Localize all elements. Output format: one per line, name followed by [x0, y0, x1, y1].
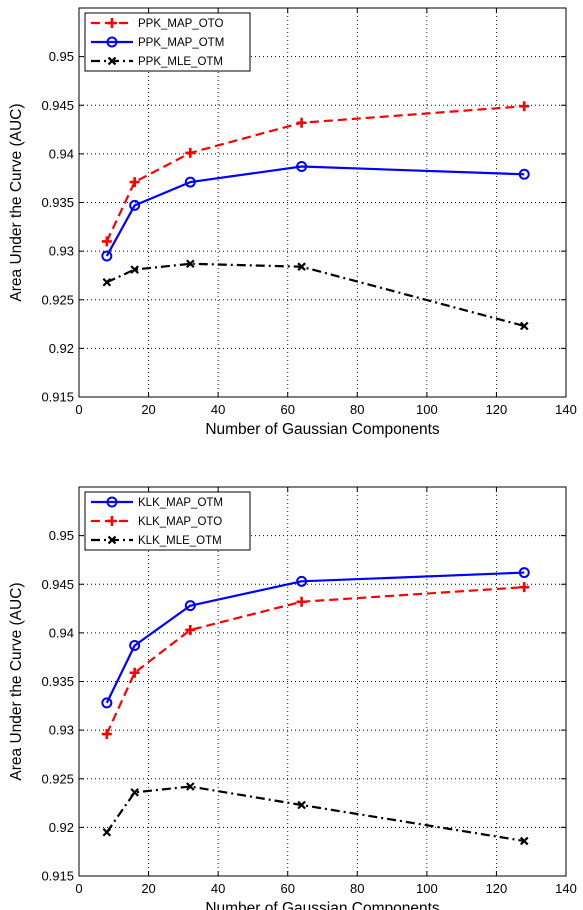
data-point	[519, 836, 529, 846]
data-point	[184, 176, 196, 188]
x-axis-title: Number of Gaussian Components	[205, 900, 440, 910]
chart-1: 0 20 40 60 80 100 120 140 0.915 0.92 0.925 0.93 0.93…	[8, 7, 577, 438]
y-tick-label: 0.94	[49, 146, 74, 161]
y-tick-label: 0.95	[49, 528, 74, 543]
data-point	[186, 782, 195, 791]
series-line	[105, 586, 525, 735]
y-tick-label: 0.935	[41, 674, 74, 689]
legend-marker	[107, 516, 117, 526]
ticks: 0 20 40 60 80 100 120 140 0.915 0.92 0.925 0.93 0.93…	[41, 8, 577, 417]
grid	[79, 487, 566, 876]
ticks: 0 20 40 60 80 100 120 140 0.915 0.92 0.925 0.93 0.93…	[41, 487, 577, 896]
data-point	[519, 101, 530, 112]
x-tick-label: 140	[555, 881, 577, 896]
legend: KLK_MAP_OTM KLK_MAP_OTO KLK_MLE_OTM	[84, 491, 251, 551]
x-tick-label: 60	[280, 881, 294, 896]
legend-marker	[107, 18, 117, 28]
data-point	[297, 800, 306, 810]
x-tick-label: 0	[75, 881, 82, 896]
y-tick-label: 0.92	[49, 341, 74, 356]
legend-marker	[107, 535, 117, 545]
series-line	[105, 105, 525, 242]
series-line	[106, 262, 525, 328]
data-point	[102, 827, 112, 837]
y-tick-label: 0.915	[41, 390, 74, 405]
data-point	[101, 729, 112, 740]
y-axis-title: Area Under the Curve (AUC)	[8, 582, 25, 780]
legend-label: KLK_MLE_OTM	[138, 535, 222, 547]
data-point	[130, 265, 139, 274]
x-tick-label: 120	[486, 402, 508, 417]
legend-marker	[107, 56, 117, 66]
x-tick-label: 40	[211, 402, 225, 417]
x-tick-label: 140	[555, 402, 577, 417]
legend-label: PPK_MAP_OTO	[138, 18, 223, 30]
legend: PPK_MAP_OTO PPK_MAP_OTM PPK_MLE_OTM	[84, 12, 251, 72]
legend-marker	[106, 496, 118, 508]
y-tick-label: 0.95	[49, 49, 74, 64]
series-ppk-map-otm	[101, 161, 530, 262]
chart-2: 0 20 40 60 80 100 120 140 0.915 0.92 0.925 0.93 0.93…	[8, 486, 577, 910]
data-point	[297, 262, 306, 271]
grid	[79, 8, 566, 397]
x-tick-label: 60	[280, 402, 294, 417]
data-point	[130, 788, 139, 797]
data-point	[296, 117, 307, 128]
y-tick-label: 0.93	[49, 723, 74, 738]
x-tick-label: 40	[211, 881, 225, 896]
data-point	[185, 147, 196, 158]
data-point	[101, 236, 112, 247]
x-tick-label: 20	[141, 402, 155, 417]
y-axis-title: Area Under the Curve (AUC)	[8, 103, 25, 301]
x-tick-label: 0	[75, 402, 82, 417]
data-point	[185, 624, 196, 635]
x-tick-label: 20	[141, 881, 155, 896]
data-point	[518, 168, 530, 180]
data-point	[129, 640, 141, 652]
y-tick-label: 0.925	[41, 292, 74, 307]
y-tick-label: 0.945	[41, 98, 74, 113]
x-tick-label: 80	[350, 881, 364, 896]
data-point	[101, 697, 113, 709]
y-tick-label: 0.925	[41, 771, 74, 786]
y-tick-label: 0.92	[49, 820, 74, 835]
legend-label: KLK_MAP_OTO	[138, 516, 222, 528]
y-tick-label: 0.935	[41, 195, 74, 210]
data-point	[101, 250, 113, 262]
series-ppk-map-oto	[101, 101, 530, 247]
data-point	[296, 161, 308, 173]
data-point	[296, 596, 307, 607]
data-point	[184, 600, 196, 612]
y-tick-label: 0.94	[49, 625, 74, 640]
data-point	[102, 277, 112, 287]
data-point	[186, 259, 195, 269]
x-axis-title: Number of Gaussian Components	[205, 421, 440, 438]
x-tick-label: 120	[486, 881, 508, 896]
series-line	[105, 165, 525, 257]
data-point	[296, 575, 308, 587]
data-point	[519, 582, 530, 593]
series-klk-map-oto	[101, 582, 530, 740]
series-line	[105, 571, 525, 704]
data-point	[519, 321, 529, 331]
legend-label: KLK_MAP_OTM	[138, 497, 223, 509]
series-klk-mle-otm	[102, 782, 529, 846]
series-ppk-mle-otm	[102, 259, 529, 331]
y-tick-label: 0.93	[49, 244, 74, 259]
data-point	[129, 177, 140, 188]
legend-marker	[106, 36, 118, 48]
x-tick-label: 100	[416, 881, 438, 896]
y-tick-label: 0.945	[41, 577, 74, 592]
data-point	[129, 667, 140, 678]
legend-label: PPK_MLE_OTM	[138, 56, 223, 68]
data-point	[129, 199, 141, 211]
series-line	[105, 785, 525, 843]
data-point	[518, 567, 530, 579]
legend-label: PPK_MAP_OTM	[138, 37, 224, 49]
y-tick-label: 0.915	[41, 869, 74, 884]
x-tick-label: 80	[350, 402, 364, 417]
x-tick-label: 100	[416, 402, 438, 417]
series-klk-map-otm	[101, 567, 530, 709]
